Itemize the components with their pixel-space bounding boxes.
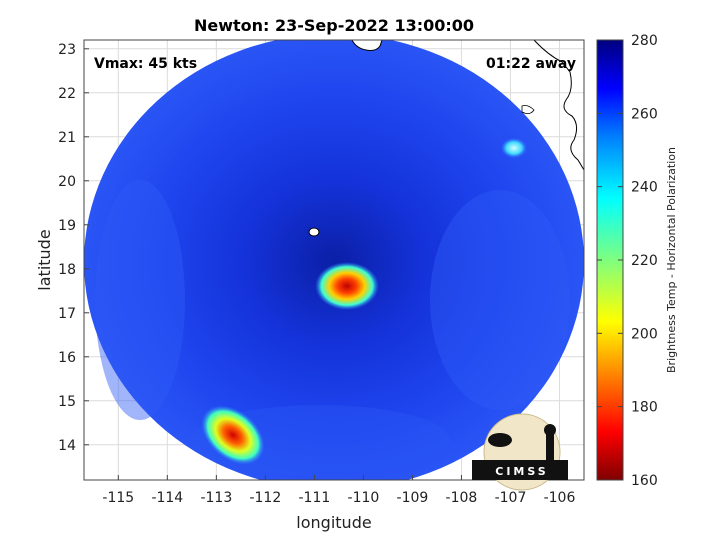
logo-banner xyxy=(472,460,568,480)
y-tick-label: 19 xyxy=(58,218,76,234)
cold-core-blob xyxy=(315,262,379,310)
colorbar-tick-label: 220 xyxy=(631,253,658,269)
colorbar-tick-label: 260 xyxy=(631,106,658,122)
logo-tower-top xyxy=(544,424,556,436)
logo-text: CIMSS xyxy=(495,465,548,478)
colorbar-tick-label: 280 xyxy=(631,33,658,49)
island-outline xyxy=(308,227,320,237)
chart-title: Newton: 23-Sep-2022 13:00:00 xyxy=(194,16,474,35)
coastline-mainland xyxy=(533,40,584,171)
y-tick-label: 20 xyxy=(58,174,76,190)
northeast-convection-blob xyxy=(501,138,527,158)
vmax-annotation: Vmax: 45 kts xyxy=(94,56,197,72)
colorbar-tick-label: 180 xyxy=(631,400,658,416)
y-tick-label: 18 xyxy=(58,262,76,278)
coastline-north xyxy=(351,40,383,51)
x-tick-label: -111 xyxy=(299,490,331,506)
colorbar-label: Brightness Temp - Horizontal Polarizatio… xyxy=(665,147,678,373)
x-tick-label: -108 xyxy=(446,490,478,506)
y-tick-label: 23 xyxy=(58,42,76,58)
cimss-logo: CIMSS xyxy=(472,413,568,491)
y-tick-label: 14 xyxy=(58,438,76,454)
time-away-annotation: 01:22 away xyxy=(486,56,576,72)
plot-frame xyxy=(83,39,585,481)
x-tick-labels: -115 -114 -113 -112 -111 -110 -109 -108 -107 -106 xyxy=(102,475,575,506)
x-tick-label: -112 xyxy=(249,490,281,506)
y-tick-label: 15 xyxy=(58,394,76,410)
y-tick-label: 17 xyxy=(58,306,76,322)
southwest-convection-blob xyxy=(201,405,265,465)
x-tick-label: -114 xyxy=(151,490,183,506)
x-tick-label: -110 xyxy=(348,490,380,506)
colorbar-ticks: 160 180 200 220 240 260 280 xyxy=(597,33,658,489)
x-tick-label: -113 xyxy=(200,490,232,506)
colorbar-tick-label: 200 xyxy=(631,326,658,342)
y-tick-label: 16 xyxy=(58,350,76,366)
x-axis-label: longitude xyxy=(296,513,371,532)
x-tick-label: -115 xyxy=(102,490,134,506)
swath-disc xyxy=(84,40,584,480)
logo-tower xyxy=(546,432,554,460)
swath-texture-east xyxy=(430,190,570,410)
microwave-swath xyxy=(84,40,584,480)
colorbar-tick-label: 240 xyxy=(631,180,658,196)
x-tick-label: -106 xyxy=(544,490,576,506)
swath-texture-west xyxy=(95,180,185,420)
colorbar-tick-label: 160 xyxy=(631,473,658,489)
y-axis-label: latitude xyxy=(35,229,54,290)
x-tick-label: -107 xyxy=(495,490,527,506)
y-tick-label: 22 xyxy=(58,86,76,102)
x-tick-label: -109 xyxy=(397,490,429,506)
logo-satellite-dish xyxy=(488,433,512,447)
island-small xyxy=(521,105,535,114)
y-tick-labels: 14 15 16 17 18 19 20 21 22 23 xyxy=(58,42,89,454)
y-tick-label: 21 xyxy=(58,130,76,146)
